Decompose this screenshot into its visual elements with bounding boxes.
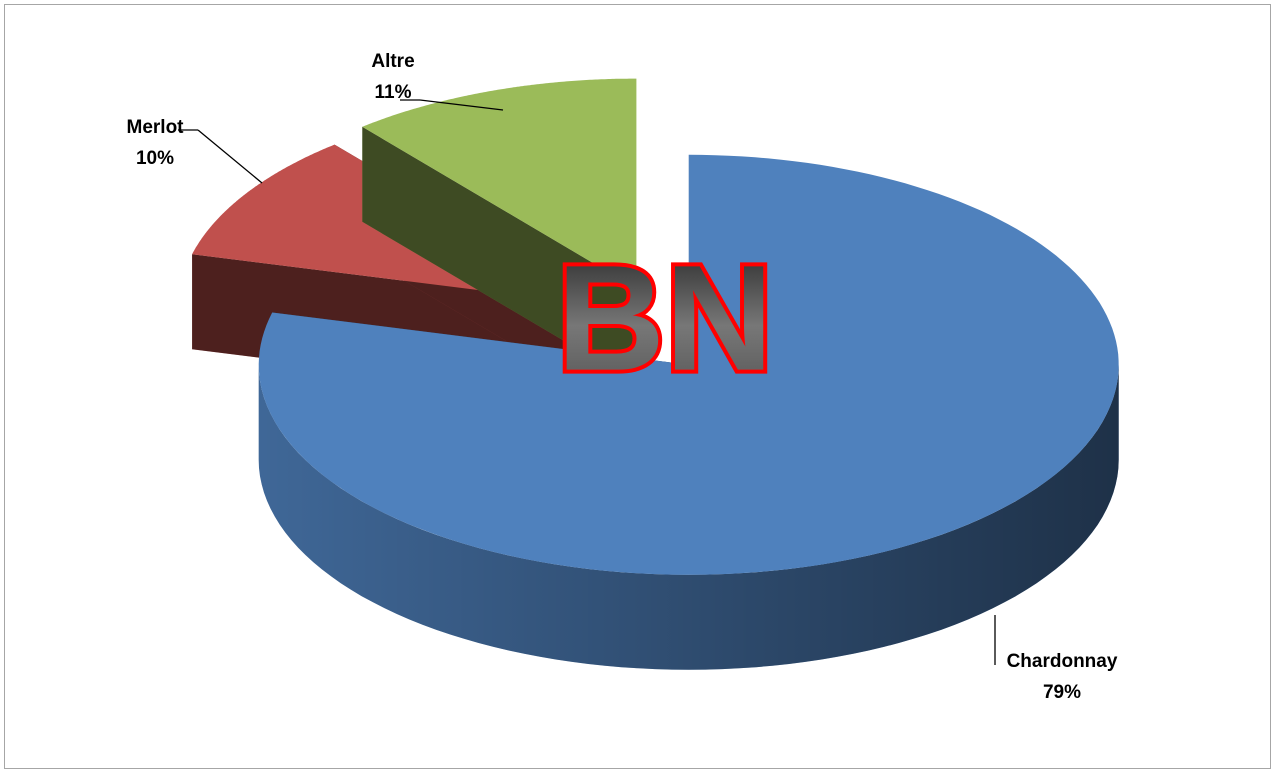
slice-wall-shade	[258, 364, 1119, 670]
value-label: 10%	[136, 148, 174, 169]
category-label: Altre	[371, 51, 414, 72]
watermark: BN	[557, 234, 774, 402]
labels: Chardonnay 79% Merlot 10% Altre 11%	[127, 51, 1118, 703]
slice-side-shade	[362, 126, 637, 384]
category-label: Chardonnay	[1007, 651, 1118, 672]
pie-slice	[258, 154, 1119, 575]
pie	[192, 78, 1119, 670]
leader-line	[197, 129, 263, 184]
leader-line	[419, 99, 504, 111]
value-label: 11%	[375, 82, 412, 103]
category-label: Merlot	[127, 117, 185, 138]
value-label: 79%	[1043, 682, 1081, 703]
pie-slice	[362, 78, 637, 289]
